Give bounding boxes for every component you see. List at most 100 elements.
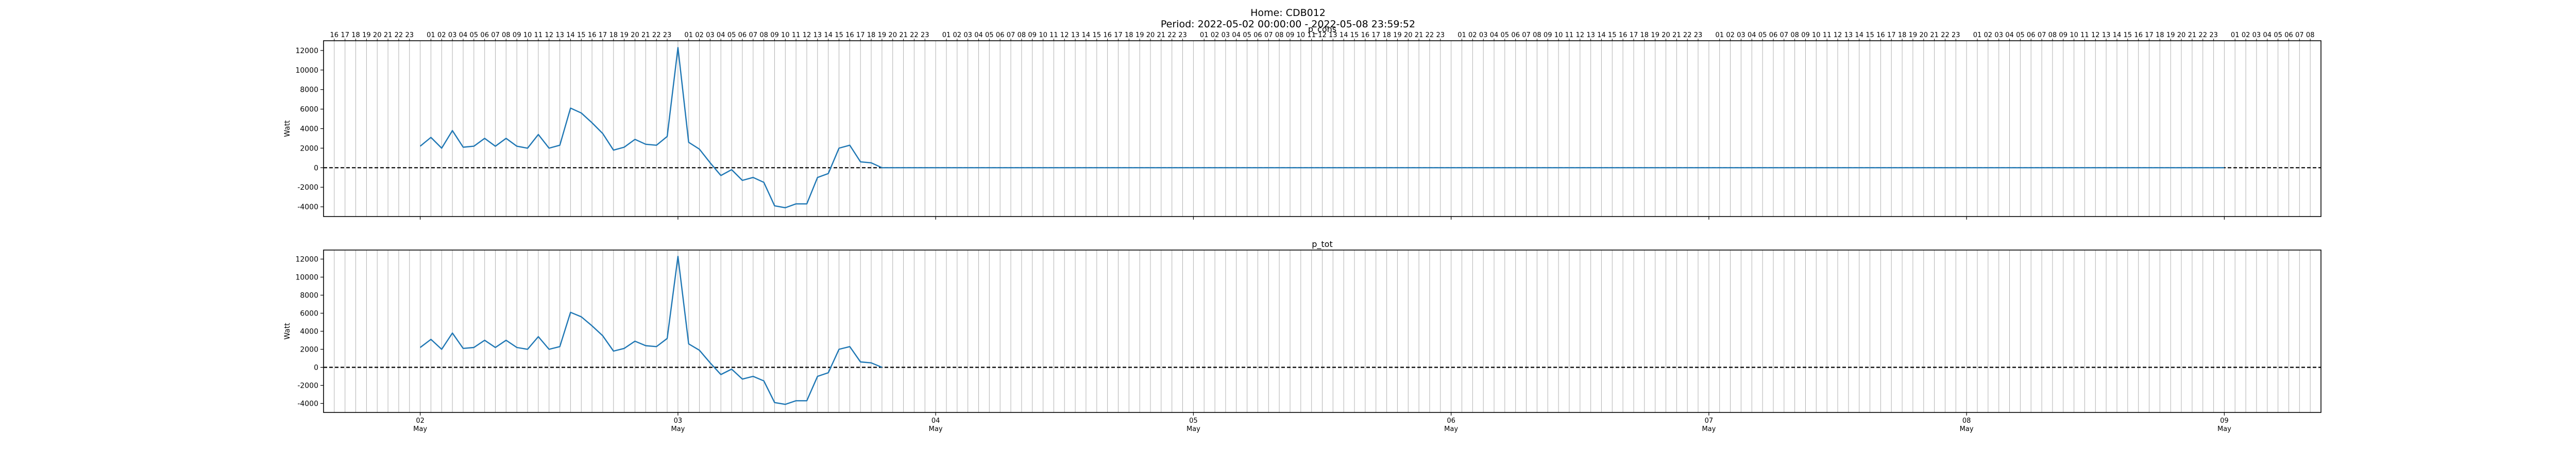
- hour-tick-label: 09: [2059, 31, 2067, 39]
- hour-tick-label: 01: [1715, 31, 1724, 39]
- hour-tick-label: 20: [2177, 31, 2186, 39]
- hour-tick-label: 16: [1361, 31, 1370, 39]
- hour-tick-label: 08: [1790, 31, 1799, 39]
- hour-tick-label: 08: [2048, 31, 2057, 39]
- day-tick-label: 03: [674, 417, 683, 425]
- hour-tick-label: 09: [1286, 31, 1295, 39]
- hour-tick-label: 23: [921, 31, 929, 39]
- hour-tick-label: 21: [1157, 31, 1166, 39]
- hour-tick-label: 02: [953, 31, 962, 39]
- series-line-p_cons: [419, 47, 2225, 209]
- hour-tick-label: 16: [2134, 31, 2143, 39]
- hour-tick-label: 01: [942, 31, 951, 39]
- hour-tick-label: 05: [1243, 31, 1251, 39]
- hour-tick-label: 15: [1608, 31, 1617, 39]
- day-tick-label: 07: [1705, 417, 1714, 425]
- y-tick-label: -2000: [297, 382, 318, 390]
- hour-tick-label: 01: [684, 31, 693, 39]
- hour-tick-label: 06: [1769, 31, 1778, 39]
- hour-tick-label: 06: [1253, 31, 1262, 39]
- figure-title-period: Period: 2022-05-02 00:00:00 - 2022-05-08…: [1160, 19, 1416, 30]
- hour-tick-label: 21: [1415, 31, 1423, 39]
- hour-tick-label: 19: [2166, 31, 2175, 39]
- hour-tick-label: 13: [555, 31, 564, 39]
- hour-tick-label: 06: [2284, 31, 2293, 39]
- y-axis-label: Watt: [283, 120, 292, 137]
- month-tick-label: May: [1702, 425, 1716, 433]
- day-tick-label: 06: [1447, 417, 1455, 425]
- hour-tick-label: 12: [1834, 31, 1842, 39]
- hour-tick-label: 12: [545, 31, 553, 39]
- hour-tick-label: 22: [1167, 31, 1176, 39]
- hour-tick-label: 23: [1952, 31, 1960, 39]
- hour-tick-label: 14: [824, 31, 833, 39]
- hour-tick-label: 22: [1941, 31, 1950, 39]
- y-tick-label: 8000: [300, 292, 318, 300]
- y-tick-label: 8000: [300, 86, 318, 94]
- hour-tick-label: 19: [1909, 31, 1918, 39]
- hour-tick-label: 07: [491, 31, 500, 39]
- hour-tick-label: 18: [1382, 31, 1391, 39]
- y-tick-label: 0: [314, 164, 318, 172]
- hour-tick-label: 12: [2091, 31, 2100, 39]
- hour-tick-label: 10: [2070, 31, 2078, 39]
- day-tick-label: 09: [2220, 417, 2229, 425]
- chart-panel-p_cons: -4000 -2000 0 2000 4000 6000 8000 10000 12000 Wat…: [283, 24, 2321, 220]
- hour-tick-label: 20: [373, 31, 382, 39]
- y-tick-label: 2000: [300, 346, 318, 354]
- hour-tick-label: 16: [1103, 31, 1112, 39]
- hour-tick-label: 03: [1222, 31, 1230, 39]
- hour-tick-label: 04: [1748, 31, 1756, 39]
- hour-tick-label: 17: [856, 31, 865, 39]
- hour-tick-label: 23: [1436, 31, 1445, 39]
- day-tick-label: 05: [1189, 417, 1198, 425]
- hour-tick-label: 20: [888, 31, 897, 39]
- month-tick-label: May: [1187, 425, 1200, 433]
- hour-tick-label: 03: [963, 31, 972, 39]
- hour-tick-label: 08: [502, 31, 511, 39]
- day-tick-label: 04: [931, 417, 940, 425]
- hour-tick-label: 03: [1737, 31, 1745, 39]
- hour-tick-label: 09: [1801, 31, 1810, 39]
- hour-tick-label: 05: [727, 31, 736, 39]
- hour-tick-label: 03: [706, 31, 715, 39]
- hour-tick-label: 18: [609, 31, 618, 39]
- day-tick-label: 08: [1962, 417, 1971, 425]
- hour-tick-label: 12: [1060, 31, 1069, 39]
- y-tick-label: 6000: [300, 310, 318, 318]
- hour-tick-label: 15: [1350, 31, 1359, 39]
- hour-tick-label: 21: [384, 31, 393, 39]
- hour-tick-label: 22: [1426, 31, 1434, 39]
- y-tick-label: 10000: [295, 67, 318, 75]
- hour-tick-label: 04: [1490, 31, 1499, 39]
- hour-tick-label: 16: [1876, 31, 1885, 39]
- top-hour-axis: 16 17 18 19 20 21 22 23 01 02 03 04 05 06 07 08 09 10 11 12…: [330, 31, 2315, 41]
- hour-tick-label: 19: [878, 31, 887, 39]
- hour-tick-label: 21: [1930, 31, 1939, 39]
- hour-tick-label: 08: [1533, 31, 1541, 39]
- month-tick-label: May: [413, 425, 427, 433]
- hour-tick-label: 01: [1458, 31, 1466, 39]
- hour-tick-label: 08: [2306, 31, 2315, 39]
- y-tick-label: 12000: [295, 47, 318, 55]
- y-tick-label: -2000: [297, 184, 318, 192]
- y-tick-label: 12000: [295, 256, 318, 264]
- hour-tick-label: 03: [448, 31, 457, 39]
- hour-tick-label: 18: [867, 31, 876, 39]
- hour-tick-label: 06: [480, 31, 489, 39]
- hour-tick-label: 12: [1318, 31, 1327, 39]
- hour-tick-label: 19: [1393, 31, 1402, 39]
- hour-tick-label: 08: [1018, 31, 1026, 39]
- hour-tick-label: 17: [1887, 31, 1896, 39]
- hour-tick-label: 16: [588, 31, 597, 39]
- hour-tick-label: 01: [427, 31, 435, 39]
- y-axis-label: Watt: [283, 323, 292, 340]
- hour-tick-label: 23: [2209, 31, 2218, 39]
- y-tick-label: -4000: [297, 400, 318, 408]
- hour-tick-label: 09: [1028, 31, 1037, 39]
- hour-tick-label: 10: [1039, 31, 1047, 39]
- hour-tick-label: 04: [2005, 31, 2014, 39]
- hour-tick-label: 14: [1340, 31, 1348, 39]
- hour-tick-label: 07: [2295, 31, 2304, 39]
